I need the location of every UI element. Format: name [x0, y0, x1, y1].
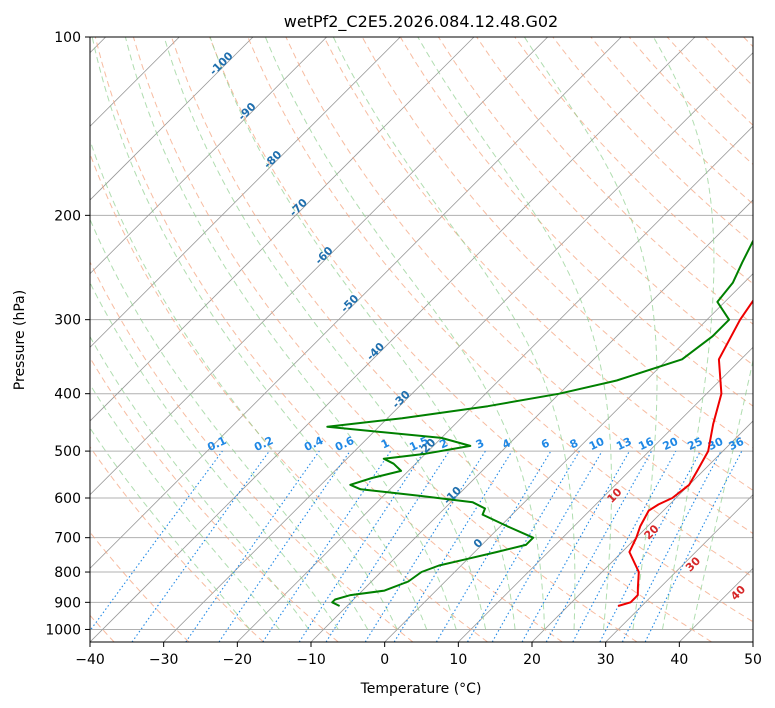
isotherm-line	[384, 273, 753, 642]
y-tick-label: 700	[54, 531, 81, 547]
moist-adiabat-line	[90, 383, 280, 630]
x-tick-label: −30	[149, 652, 179, 668]
x-tick-label: −40	[75, 652, 105, 668]
isotherm-line	[90, 37, 401, 348]
y-tick-label: 500	[54, 444, 81, 460]
mixing-ratio-line	[393, 450, 513, 642]
dry-adiabat-line	[90, 446, 264, 642]
y-tick-label: 300	[54, 313, 81, 329]
y-tick-label: 100	[54, 30, 81, 46]
y-tick-label: 600	[54, 491, 81, 507]
moist-adiabat-line	[417, 37, 612, 630]
moist-adiabat-line	[209, 37, 516, 630]
y-tick-label: 800	[54, 565, 81, 581]
dry-adiabat-line	[209, 37, 753, 623]
isotherm-line	[458, 346, 753, 642]
mixing-ratio-line	[90, 450, 223, 632]
mixing-ratio-line	[572, 450, 677, 642]
isotherm-line	[605, 494, 753, 642]
dry-adiabat-line	[90, 356, 339, 642]
mixing-ratio-label: 20	[661, 435, 681, 453]
mixing-ratio-line	[131, 450, 270, 642]
moist-adiabat-line	[90, 218, 369, 630]
mixing-ratio-line	[545, 450, 653, 642]
dry-adiabat-line	[90, 260, 414, 642]
isotherm-line	[90, 37, 548, 496]
x-tick-label: 20	[523, 652, 541, 668]
moist-adiabat-line	[90, 335, 310, 630]
isotherm-line	[90, 37, 622, 569]
dry-adiabat-line	[323, 37, 753, 491]
x-tick-label: −20	[223, 652, 253, 668]
x-axis-label: Temperature (°C)	[360, 681, 482, 697]
moist-adiabat-line	[90, 427, 251, 630]
dry-adiabat-line	[514, 37, 753, 285]
y-tick-label: 1000	[45, 622, 81, 638]
x-tick-label: 0	[380, 652, 389, 668]
mixing-ratio-line	[262, 450, 392, 642]
mixing-ratio-line	[218, 450, 351, 642]
isotherm-line	[163, 52, 753, 642]
moist-adiabat-line	[90, 281, 339, 630]
mixing-ratio-label: 13	[614, 435, 633, 453]
x-tick-label: −10	[296, 652, 326, 668]
dry-adiabat-line	[476, 37, 753, 325]
moist-adiabat-line	[90, 138, 398, 630]
x-tick-label: 40	[670, 652, 688, 668]
moist-adiabat-line	[264, 37, 546, 630]
moist-adiabat-line	[91, 37, 428, 630]
x-tick-label: 30	[597, 652, 615, 668]
mixing-ratio-label: 25	[685, 435, 704, 453]
dry-adiabat-line	[171, 37, 712, 642]
dewpoint-trace	[326, 239, 753, 607]
isotherm-line	[90, 37, 327, 275]
mixing-ratio-label: 10	[587, 435, 607, 453]
x-tick-label: 10	[449, 652, 467, 668]
isotherm-line	[90, 37, 475, 422]
dry-adiabat-line	[94, 37, 563, 642]
isotherm-line	[90, 37, 254, 201]
y-axis-label: Pressure (hPa)	[12, 290, 28, 390]
moist-adiabat-line	[163, 37, 487, 630]
y-tick-label: 900	[54, 595, 81, 611]
profile-traces	[326, 239, 753, 607]
mixing-ratio-line	[185, 450, 320, 642]
temperature-trace	[617, 299, 753, 607]
isotherm-line	[531, 420, 753, 642]
mixing-ratio-label: 36	[727, 435, 747, 453]
isotherm-line	[237, 125, 753, 642]
mixing-ratio-line	[644, 450, 743, 642]
isotherm-line	[90, 37, 696, 642]
y-tick-label: 200	[54, 208, 81, 224]
dry-adiabat-line	[247, 37, 753, 578]
background-lines	[90, 37, 753, 642]
mixing-ratio-line	[521, 450, 630, 642]
mixing-ratio-line	[325, 450, 450, 642]
moist-adiabat-line	[652, 37, 715, 630]
chart-title: wetPf2_C2E5.2026.084.12.48.G02	[284, 12, 558, 32]
moist-adiabat-line	[691, 357, 753, 630]
axis-ticks: −40 −30 −20 −10 0 10 20 30 40 50 100 200 300 400 500 60…	[45, 30, 762, 668]
y-tick-label: 400	[54, 387, 81, 403]
x-tick-label: 50	[744, 652, 762, 668]
mixing-ratio-line	[298, 450, 425, 642]
plot-frame	[89, 36, 754, 643]
mixing-ratio-label: 16	[636, 435, 656, 453]
